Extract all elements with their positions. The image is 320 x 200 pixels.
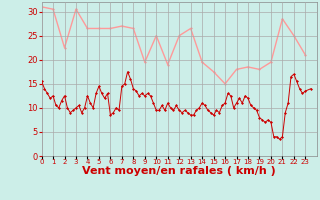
X-axis label: Vent moyen/en rafales ( km/h ): Vent moyen/en rafales ( km/h ) (82, 166, 276, 176)
